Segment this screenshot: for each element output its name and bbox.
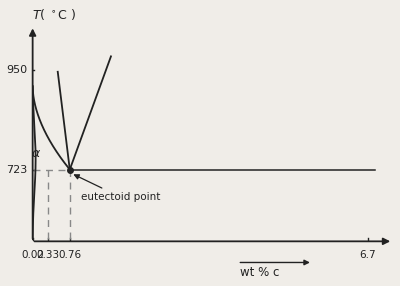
Text: $T$( $^\circ$C ): $T$( $^\circ$C ) xyxy=(32,7,76,22)
Text: 6.7: 6.7 xyxy=(360,250,376,260)
Text: eutectoid point: eutectoid point xyxy=(74,175,160,202)
Text: 0.02: 0.02 xyxy=(21,250,44,260)
Text: 0.33: 0.33 xyxy=(37,250,60,260)
Text: 950: 950 xyxy=(6,65,28,75)
Text: 723: 723 xyxy=(6,164,28,174)
Text: 0.76: 0.76 xyxy=(58,250,81,260)
Text: $\alpha$: $\alpha$ xyxy=(31,147,41,160)
Text: wt % c: wt % c xyxy=(240,266,280,279)
